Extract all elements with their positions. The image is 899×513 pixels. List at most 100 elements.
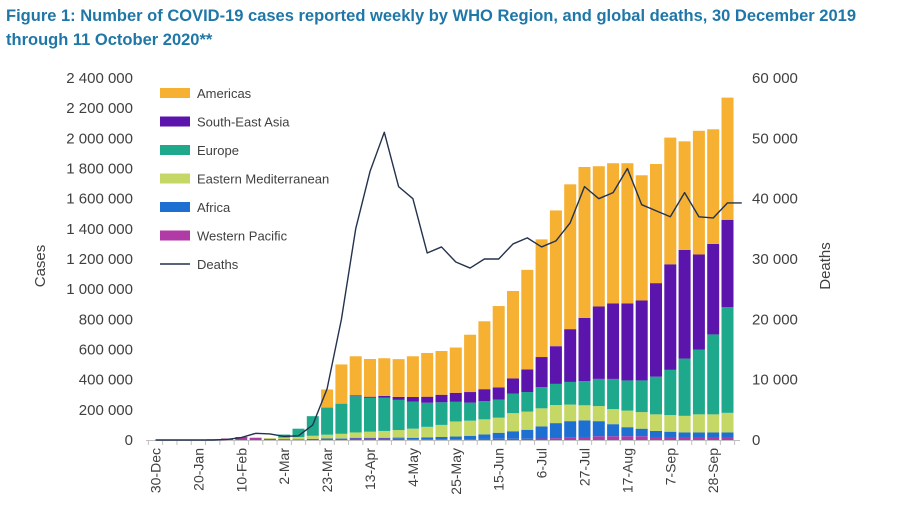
bar-segment-south-east-asia xyxy=(392,396,405,400)
bar-segment-south-east-asia xyxy=(635,300,648,381)
bar-segment-europe xyxy=(549,383,562,406)
bar-segment-eastern-mediterranean xyxy=(306,435,319,439)
bar-segment-africa xyxy=(664,431,677,437)
bar-segment-eastern-mediterranean xyxy=(435,424,448,437)
bar-segment-eastern-mediterranean xyxy=(349,432,362,438)
x-tick-label: 20-Jan xyxy=(190,448,206,491)
bar-segment-europe xyxy=(378,397,391,431)
legend-swatch-western-pacific xyxy=(160,230,190,241)
bar-segment-africa xyxy=(364,437,376,439)
legend-swatch-africa xyxy=(160,202,190,212)
bar-segment-europe xyxy=(464,402,477,421)
legend-swatch-europe xyxy=(160,145,190,155)
bar-segment-western-pacific xyxy=(707,436,720,440)
y2-tick-label: 10 000 xyxy=(752,372,798,389)
bar-segment-western-pacific xyxy=(650,436,662,440)
bar-segment-africa xyxy=(349,437,362,439)
bar-segment-europe xyxy=(721,307,734,413)
bar-segment-africa xyxy=(678,432,691,437)
bar-segment-americas xyxy=(507,290,519,379)
bar-segment-europe xyxy=(678,358,691,416)
bar-segment-eastern-mediterranean xyxy=(364,431,376,438)
bar-segment-south-east-asia xyxy=(621,303,634,381)
bar-segment-south-east-asia xyxy=(707,243,720,335)
bar-segment-eastern-mediterranean xyxy=(335,433,348,439)
x-tick-label: 6-Jul xyxy=(534,448,550,478)
bar-segment-africa xyxy=(592,421,605,437)
x-tick-label: 10-Feb xyxy=(233,448,249,493)
bar-segment-americas xyxy=(564,184,577,330)
bar-segment-americas xyxy=(592,166,605,307)
bar-segment-africa xyxy=(707,432,720,437)
bar-segment-south-east-asia xyxy=(464,392,477,403)
bar-segment-western-pacific xyxy=(378,438,391,440)
bar-segment-americas xyxy=(492,306,505,388)
bar-segment-south-east-asia xyxy=(549,346,562,384)
x-tick-label: 17-Aug xyxy=(619,448,635,493)
legend-label: Europe xyxy=(197,143,239,158)
bar-segment-europe xyxy=(707,334,720,415)
bar-segment-western-pacific xyxy=(321,438,334,440)
bar-segment-south-east-asia xyxy=(692,254,705,350)
y-tick-label: 400 000 xyxy=(79,372,133,389)
bar-segment-eastern-mediterranean xyxy=(292,436,305,440)
bar-segment-eastern-mediterranean xyxy=(721,412,734,433)
bar-segment-europe xyxy=(692,349,705,415)
bar-segment-western-pacific xyxy=(507,438,519,440)
bar-segment-africa xyxy=(392,437,405,439)
bar-segment-western-pacific xyxy=(635,436,648,440)
bar-segment-south-east-asia xyxy=(421,396,434,403)
bar-segment-europe xyxy=(392,399,405,431)
y2-tick-label: 50 000 xyxy=(752,130,798,147)
x-tick-label: 27-Jul xyxy=(577,448,593,486)
bar-segment-south-east-asia xyxy=(364,396,376,398)
x-tick-label: 2-Mar xyxy=(276,448,292,485)
bar-segment-americas xyxy=(678,141,691,250)
bar-segment-europe xyxy=(292,428,305,437)
bar-segment-south-east-asia xyxy=(664,264,677,370)
bar-segment-western-pacific xyxy=(364,438,376,440)
bar-segment-western-pacific xyxy=(521,438,534,440)
bar-segment-africa xyxy=(321,438,334,439)
bar-segment-americas xyxy=(607,163,620,304)
bar-segment-americas xyxy=(521,269,534,370)
bar-segment-south-east-asia xyxy=(478,389,491,402)
bar-segment-eastern-mediterranean xyxy=(278,437,291,440)
bar-segment-western-pacific xyxy=(721,436,734,440)
bar-segment-south-east-asia xyxy=(492,387,505,400)
bar-segment-europe xyxy=(635,380,648,413)
bar-segment-western-pacific xyxy=(678,436,691,440)
bar-segment-western-pacific xyxy=(349,438,362,440)
bar-segment-eastern-mediterranean xyxy=(535,408,548,427)
deaths-line xyxy=(155,131,742,441)
x-tick-label: 25-May xyxy=(448,448,464,495)
bar-segment-western-pacific xyxy=(292,439,305,440)
y-tick-label: 1 200 000 xyxy=(66,251,133,268)
bar-segment-americas xyxy=(707,129,720,244)
bar-segment-western-pacific xyxy=(607,436,620,440)
bar-segment-africa xyxy=(521,429,534,439)
axes-layer: 0 200 000 400 000 600 000 800 000 1 000 000 1 … xyxy=(66,70,798,495)
bar-segment-americas xyxy=(335,364,348,404)
bar-segment-europe xyxy=(521,392,534,412)
x-tick-label: 7-Sep xyxy=(662,448,678,486)
bar-segment-south-east-asia xyxy=(406,397,419,402)
bar-segment-western-pacific xyxy=(692,436,705,440)
bar-segment-eastern-mediterranean xyxy=(607,409,620,425)
bar-segment-western-pacific xyxy=(335,438,348,440)
y-tick-label: 2 400 000 xyxy=(66,70,133,87)
bar-segment-americas xyxy=(478,321,491,390)
bar-segment-eastern-mediterranean xyxy=(421,426,434,438)
bar-segment-south-east-asia xyxy=(349,395,362,397)
bar-segment-europe xyxy=(664,369,677,416)
y2-tick-label: 30 000 xyxy=(752,251,798,268)
bar-segment-americas xyxy=(449,347,462,393)
bar-segment-western-pacific xyxy=(406,439,419,440)
y-tick-label: 800 000 xyxy=(79,311,133,328)
bar-segment-europe xyxy=(335,403,348,434)
bar-segment-europe xyxy=(578,381,591,406)
y2-tick-label: 0 xyxy=(752,432,760,449)
bar-segment-africa xyxy=(549,423,562,439)
bar-segment-south-east-asia xyxy=(607,303,620,379)
